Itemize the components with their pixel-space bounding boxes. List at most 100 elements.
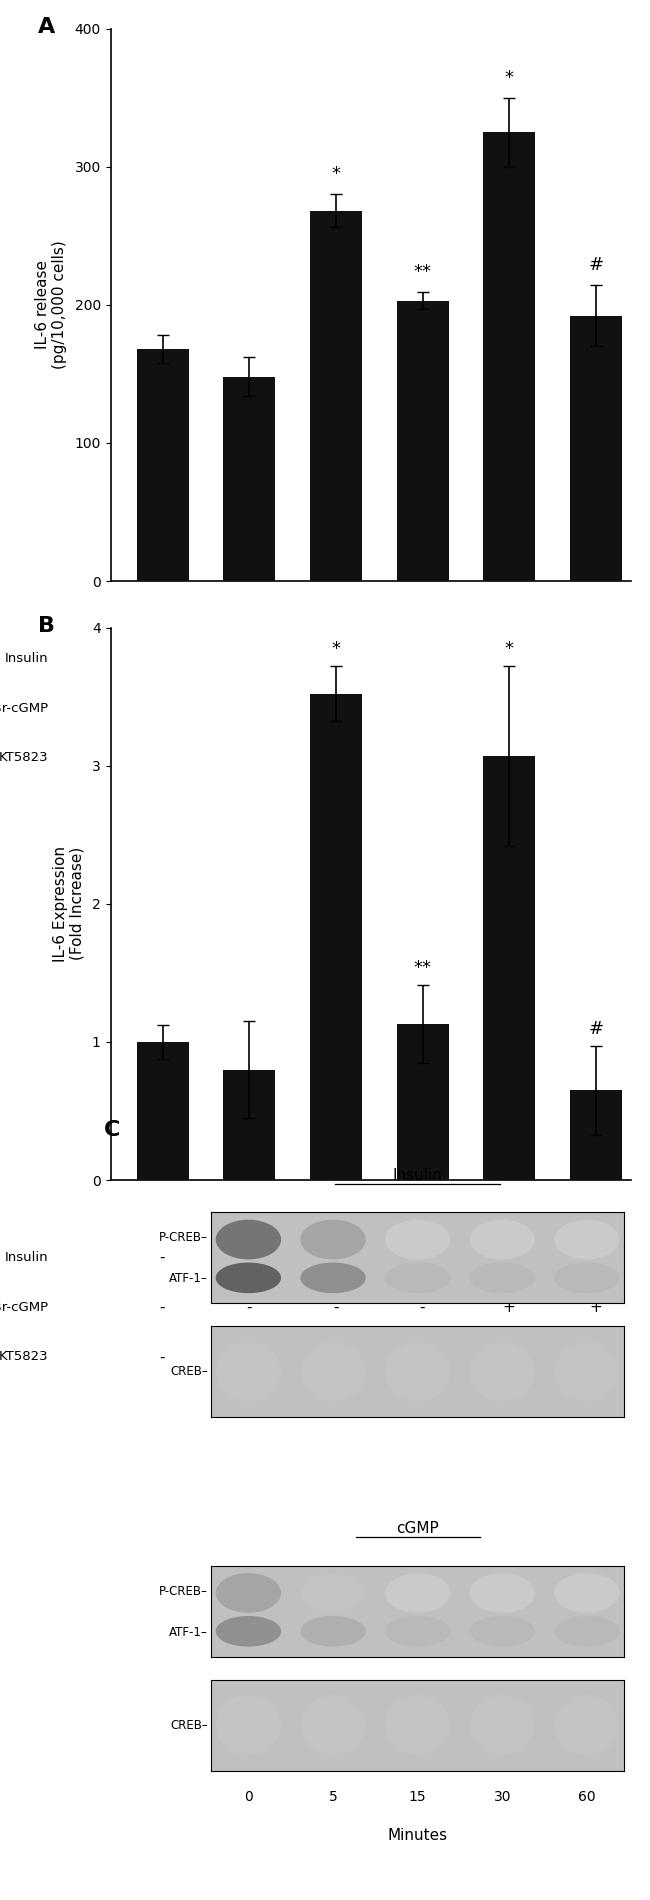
Ellipse shape (555, 1617, 619, 1645)
Bar (570, 315, 622, 581)
Text: -: - (160, 1349, 165, 1364)
Text: **: ** (413, 264, 432, 281)
Text: *: * (504, 68, 514, 87)
Text: +: + (590, 750, 602, 766)
Text: *: * (504, 640, 514, 657)
Ellipse shape (385, 1695, 450, 1756)
Ellipse shape (470, 1573, 534, 1611)
Text: #: # (588, 1020, 603, 1037)
Text: +: + (590, 1300, 602, 1315)
Ellipse shape (555, 1695, 619, 1756)
Text: +: + (330, 1250, 342, 1265)
Text: -: - (160, 701, 165, 716)
Text: -: - (246, 1300, 252, 1315)
Ellipse shape (301, 1617, 365, 1645)
Ellipse shape (216, 1264, 280, 1292)
Text: CREB–: CREB– (170, 1720, 208, 1731)
Text: -: - (246, 1250, 252, 1265)
Ellipse shape (555, 1573, 619, 1611)
Text: -: - (506, 1349, 512, 1364)
Text: -: - (420, 1300, 425, 1315)
Bar (483, 133, 535, 581)
Ellipse shape (385, 1264, 450, 1292)
Bar (570, 1091, 622, 1180)
Text: Insulin: Insulin (5, 652, 48, 665)
Text: CREB–: CREB– (170, 1366, 208, 1378)
Text: #: # (588, 256, 603, 274)
Text: -: - (246, 652, 252, 667)
Ellipse shape (216, 1573, 280, 1611)
Text: 8-Br-cGMP: 8-Br-cGMP (0, 1302, 48, 1313)
Ellipse shape (555, 1220, 619, 1258)
Text: -: - (506, 1250, 512, 1265)
Ellipse shape (555, 1341, 619, 1402)
Text: +: + (243, 750, 255, 766)
Text: +: + (416, 1250, 429, 1265)
Text: -: - (246, 701, 252, 716)
Ellipse shape (470, 1695, 534, 1756)
Text: -: - (420, 701, 425, 716)
Text: Insulin: Insulin (5, 1250, 48, 1264)
Text: +: + (503, 1300, 515, 1315)
Ellipse shape (470, 1341, 534, 1402)
Text: -: - (333, 750, 339, 766)
Text: ATF-1–: ATF-1– (169, 1273, 208, 1284)
Text: +: + (416, 750, 429, 766)
Text: -: - (506, 750, 512, 766)
Text: 30: 30 (493, 1790, 511, 1803)
Ellipse shape (385, 1617, 450, 1645)
Y-axis label: IL-6 Expression
(Fold Increase): IL-6 Expression (Fold Increase) (53, 846, 85, 961)
Text: -: - (593, 1250, 599, 1265)
Ellipse shape (216, 1341, 280, 1402)
Ellipse shape (216, 1617, 280, 1645)
Text: -: - (160, 750, 165, 766)
Text: Minutes: Minutes (387, 1828, 448, 1843)
Bar (310, 694, 362, 1180)
Text: 0: 0 (244, 1790, 253, 1803)
Bar (396, 1024, 448, 1180)
Ellipse shape (301, 1573, 365, 1611)
Ellipse shape (301, 1220, 365, 1258)
Text: -: - (160, 652, 165, 667)
Ellipse shape (470, 1617, 534, 1645)
Text: +: + (416, 1349, 429, 1364)
Text: 60: 60 (578, 1790, 595, 1803)
Text: -: - (506, 652, 512, 667)
Text: **: ** (413, 960, 432, 977)
Text: -: - (333, 1300, 339, 1315)
Ellipse shape (301, 1264, 365, 1292)
Text: -: - (333, 1349, 339, 1364)
Text: -: - (333, 701, 339, 716)
Bar (136, 1041, 188, 1180)
Text: *: * (332, 165, 341, 182)
Text: C: C (104, 1119, 120, 1140)
Bar (223, 376, 275, 581)
Text: 15: 15 (409, 1790, 426, 1803)
Text: -: - (160, 1250, 165, 1265)
Text: A: A (38, 17, 55, 38)
Ellipse shape (216, 1695, 280, 1756)
Text: Insulin: Insulin (393, 1168, 443, 1182)
Text: KT5823: KT5823 (0, 750, 48, 764)
Text: P-CREB–: P-CREB– (159, 1585, 208, 1598)
Text: +: + (590, 701, 602, 716)
Text: KT5823: KT5823 (0, 1351, 48, 1364)
Ellipse shape (385, 1220, 450, 1258)
Bar (483, 756, 535, 1180)
Ellipse shape (385, 1573, 450, 1611)
Text: -: - (160, 1300, 165, 1315)
Text: ATF-1–: ATF-1– (169, 1626, 208, 1638)
Text: +: + (590, 1349, 602, 1364)
Ellipse shape (555, 1264, 619, 1292)
Ellipse shape (301, 1695, 365, 1756)
Text: *: * (332, 640, 341, 657)
Text: +: + (416, 652, 429, 667)
Y-axis label: IL-6 release
(pg/10,000 cells): IL-6 release (pg/10,000 cells) (35, 241, 68, 369)
Ellipse shape (216, 1220, 280, 1258)
Bar (396, 300, 448, 581)
Bar (223, 1070, 275, 1180)
Text: cGMP: cGMP (396, 1522, 439, 1535)
Text: 8-Br-cGMP: 8-Br-cGMP (0, 701, 48, 714)
Text: P-CREB–: P-CREB– (159, 1231, 208, 1244)
Ellipse shape (470, 1264, 534, 1292)
